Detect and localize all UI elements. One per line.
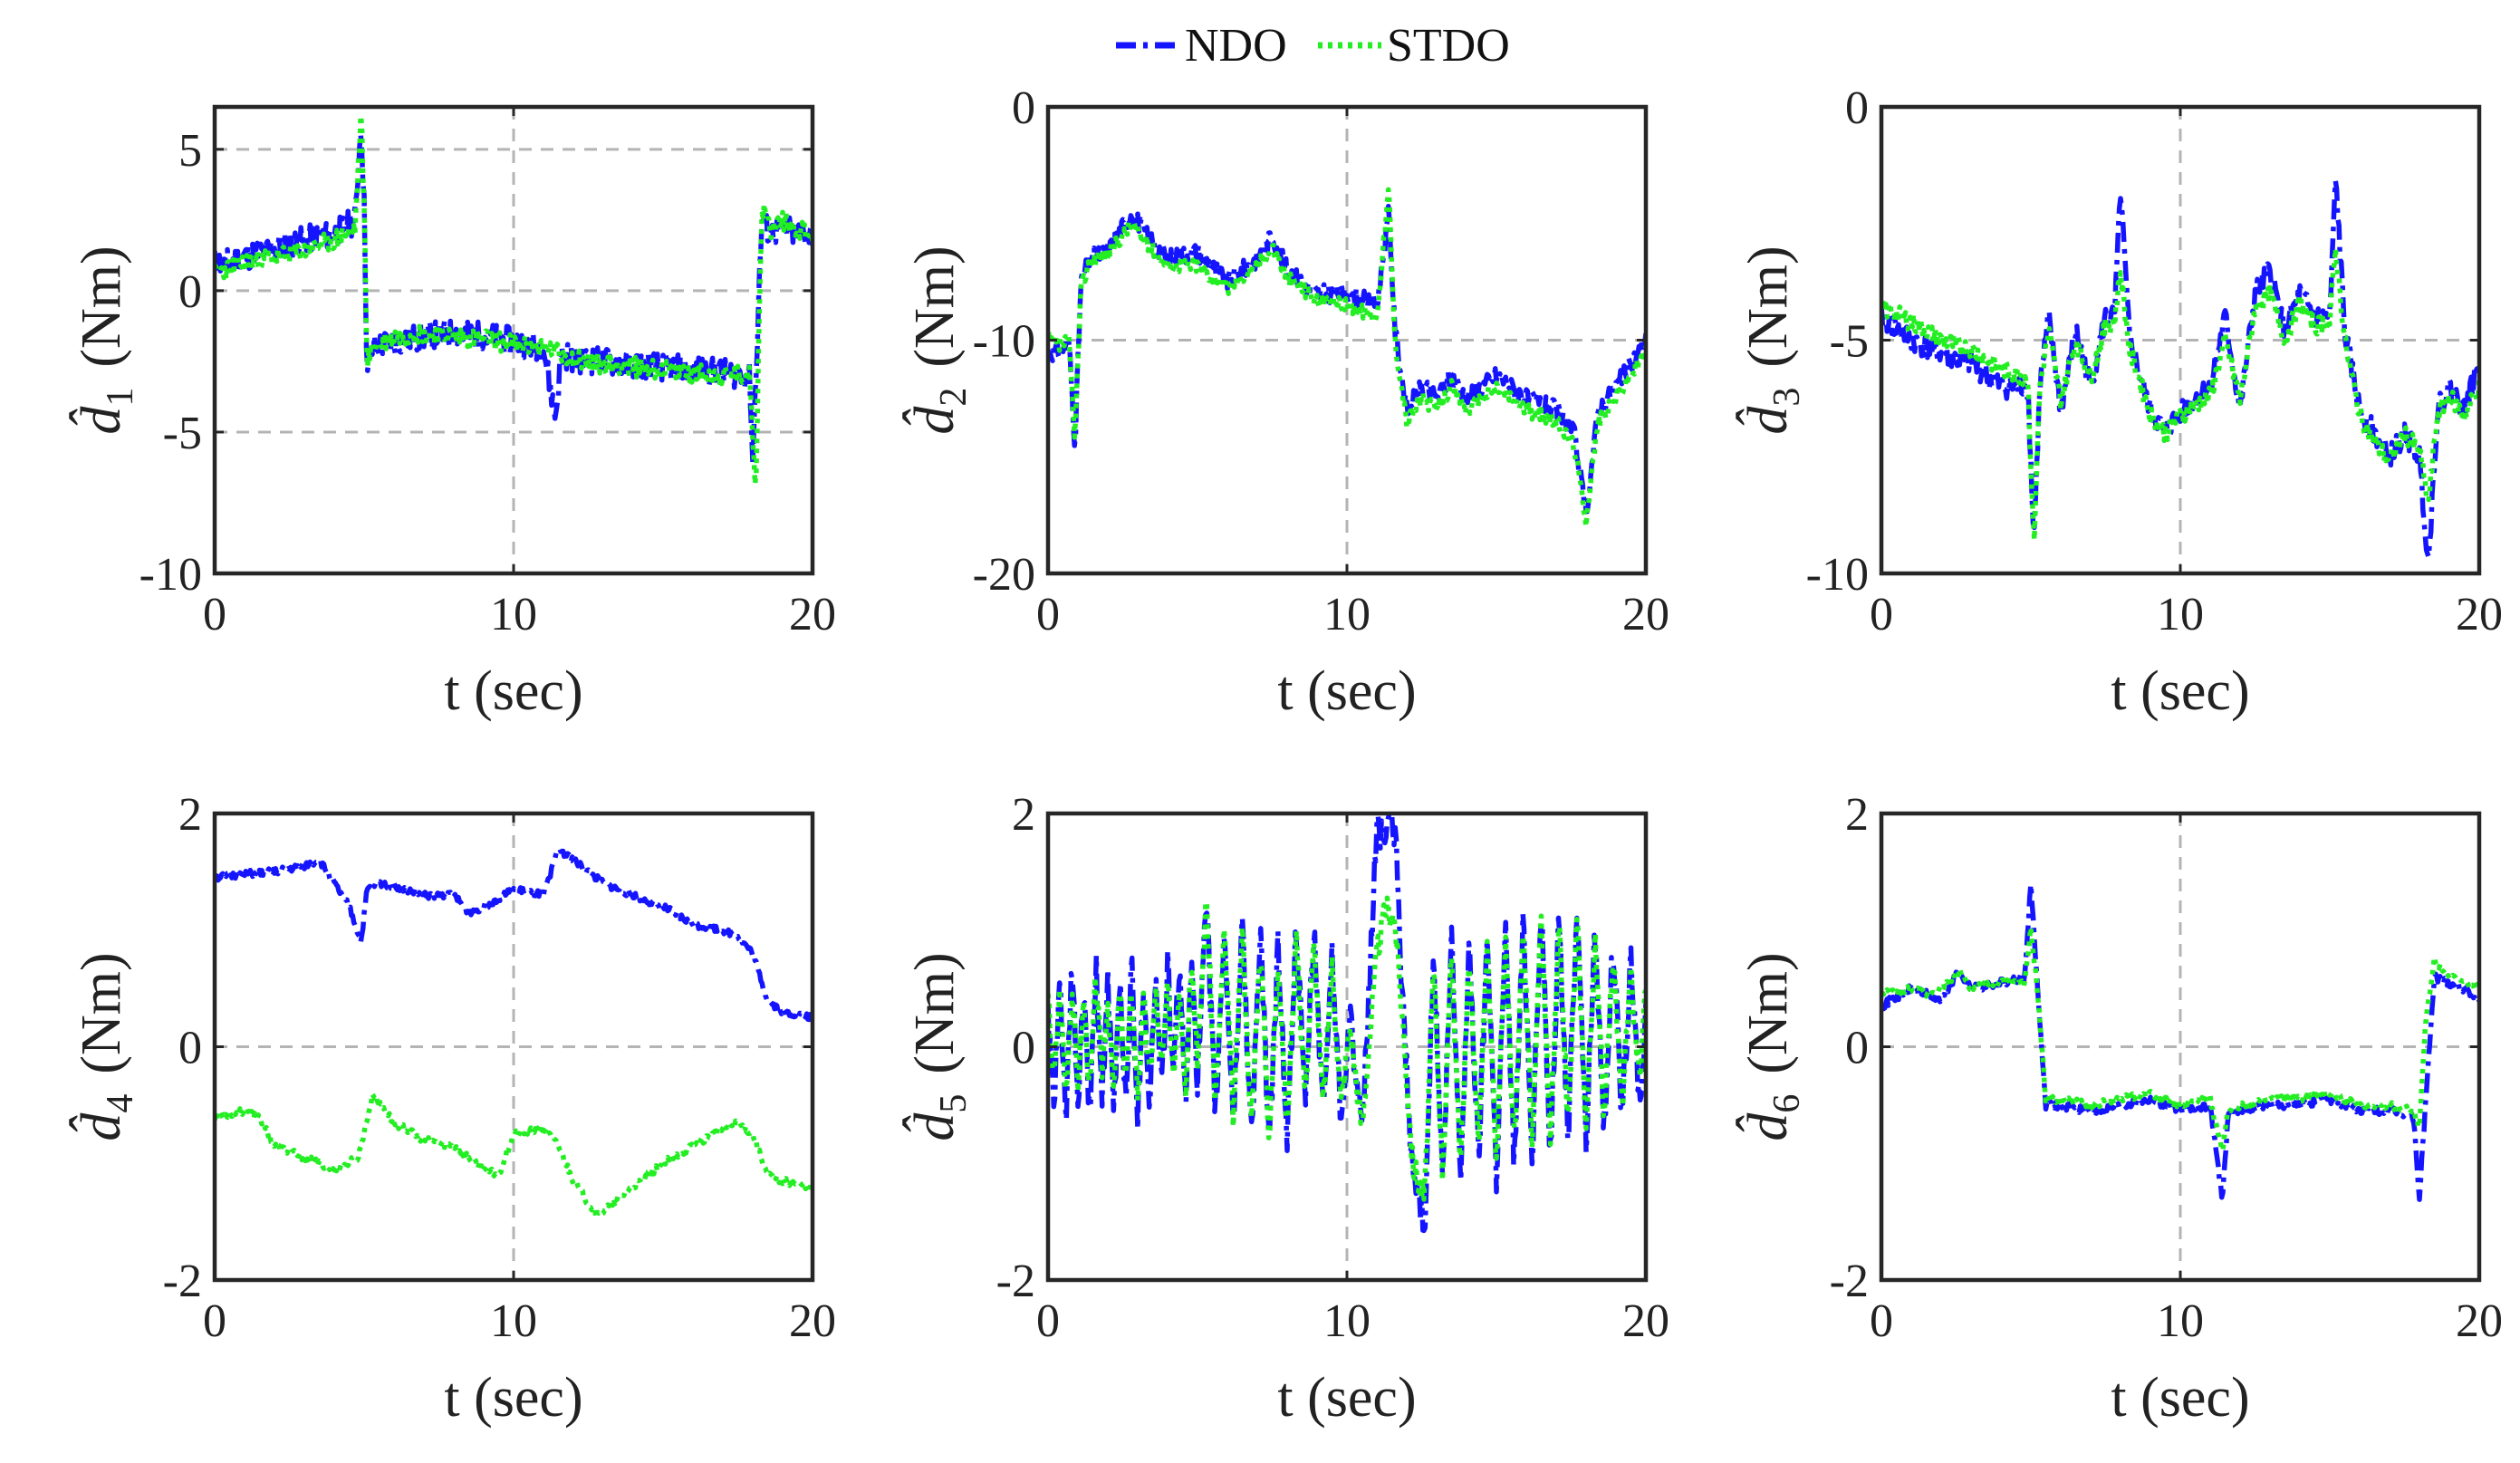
y-tick-label: 2 xyxy=(178,789,202,841)
y-tick-label: 0 xyxy=(178,1023,202,1074)
y-axis-label: d̂5 (Nm) xyxy=(902,952,975,1141)
series-line-ndo xyxy=(215,131,813,466)
y-axis-label-var: d̂ xyxy=(902,406,966,435)
x-tick-label: 20 xyxy=(1622,1295,1669,1347)
x-axis-label: t (sec) xyxy=(2111,660,2249,722)
y-axis-label-var: d̂ xyxy=(1736,406,1799,435)
y-tick-label: -5 xyxy=(163,408,202,459)
x-tick-label: 20 xyxy=(789,589,836,640)
series-line-ndo xyxy=(1048,204,1646,515)
y-tick-label: 0 xyxy=(1012,1023,1035,1074)
y-axis-label-var: d̂ xyxy=(69,406,132,435)
x-tick-label: 20 xyxy=(2456,1295,2503,1347)
x-tick-label: 20 xyxy=(2456,589,2503,640)
y-tick-label: 2 xyxy=(1012,789,1035,841)
x-tick-label: 10 xyxy=(1323,589,1371,640)
legend-stdo-label: STDO xyxy=(1387,20,1510,72)
y-axis-label-subscript: 5 xyxy=(933,1094,975,1113)
subplot-2: 0 10 20 -20 -10 0 t (sec) d̂2 (Nm) xyxy=(902,82,1669,722)
y-tick-label: 2 xyxy=(1845,789,1869,841)
y-tick-label: 0 xyxy=(1845,82,1869,134)
x-tick-label: 10 xyxy=(1323,1295,1371,1347)
y-tick-label: -20 xyxy=(973,549,1035,601)
y-axis-label: d̂4 (Nm) xyxy=(69,952,141,1141)
y-axis-label-unit: (Nm) xyxy=(1737,952,1799,1073)
series-line-stdo xyxy=(1048,187,1646,529)
y-tick-label: -2 xyxy=(1830,1256,1869,1307)
y-axis-label-var: d̂ xyxy=(1736,1112,1799,1141)
y-tick-label: 5 xyxy=(178,125,202,177)
y-axis-label-subscript: 2 xyxy=(933,388,975,407)
x-tick-label: 0 xyxy=(203,589,226,640)
x-axis-label: t (sec) xyxy=(1277,1367,1416,1429)
x-tick-label: 0 xyxy=(1036,589,1060,640)
x-tick-label: 10 xyxy=(2157,589,2204,640)
y-axis-label: d̂6 (Nm) xyxy=(1736,952,1808,1141)
series-line-stdo xyxy=(1881,245,2479,543)
x-tick-label: 10 xyxy=(2157,1295,2204,1347)
y-axis-label-subscript: 4 xyxy=(100,1094,141,1113)
series-line-ndo xyxy=(1881,881,2479,1202)
y-tick-label: -2 xyxy=(996,1256,1035,1307)
legend: NDO STDO xyxy=(1116,20,1510,72)
y-axis-label-unit: (Nm) xyxy=(904,245,966,367)
y-tick-label: 0 xyxy=(178,266,202,318)
x-axis-label: t (sec) xyxy=(2111,1367,2249,1429)
y-tick-label: -10 xyxy=(973,316,1035,368)
x-tick-label: 0 xyxy=(1870,1295,1893,1347)
x-axis-label: t (sec) xyxy=(444,660,582,722)
y-tick-label: -10 xyxy=(139,549,202,601)
y-axis-label-unit: (Nm) xyxy=(1737,245,1799,367)
series-line-stdo xyxy=(1881,925,2479,1153)
y-axis-label-var: d̂ xyxy=(902,1112,966,1141)
y-tick-label: -2 xyxy=(163,1256,202,1307)
y-axis-label-var: d̂ xyxy=(69,1112,132,1141)
y-tick-label: -10 xyxy=(1806,549,1869,601)
y-axis-label-subscript: 6 xyxy=(1766,1094,1808,1113)
y-axis-label-unit: (Nm) xyxy=(71,952,132,1073)
y-axis-label: d̂3 (Nm) xyxy=(1736,245,1808,434)
x-tick-label: 0 xyxy=(1036,1295,1060,1347)
x-tick-label: 10 xyxy=(490,1295,537,1347)
y-axis-label-subscript: 3 xyxy=(1766,388,1808,407)
y-tick-label: 0 xyxy=(1845,1023,1869,1074)
x-tick-label: 20 xyxy=(789,1295,836,1347)
x-tick-label: 0 xyxy=(1870,589,1893,640)
series-line-ndo xyxy=(215,845,813,1023)
legend-ndo-label: NDO xyxy=(1185,20,1287,72)
x-tick-label: 20 xyxy=(1622,589,1669,640)
y-tick-label: -5 xyxy=(1830,316,1869,368)
subplot-3: 0 10 20 -10 -5 0 t (sec) d̂3 (Nm) xyxy=(1736,82,2503,722)
x-axis-label: t (sec) xyxy=(1277,660,1416,722)
y-axis-label-unit: (Nm) xyxy=(904,952,966,1073)
x-axis-label: t (sec) xyxy=(444,1367,582,1429)
subplot-1: 0 10 20 -10 -5 0 5 t (sec) d̂1 (Nm) xyxy=(69,104,836,722)
x-tick-label: 10 xyxy=(490,589,537,640)
series-line-stdo xyxy=(1048,895,1646,1202)
x-tick-label: 0 xyxy=(203,1295,226,1347)
series-line-stdo xyxy=(215,1091,813,1221)
series-line-stdo xyxy=(215,113,813,486)
y-axis-label-subscript: 1 xyxy=(100,388,141,407)
y-tick-label: 0 xyxy=(1012,82,1035,134)
y-axis-label-unit: (Nm) xyxy=(71,245,132,367)
y-axis-label: d̂2 (Nm) xyxy=(902,245,975,434)
y-axis-label: d̂1 (Nm) xyxy=(69,245,141,434)
